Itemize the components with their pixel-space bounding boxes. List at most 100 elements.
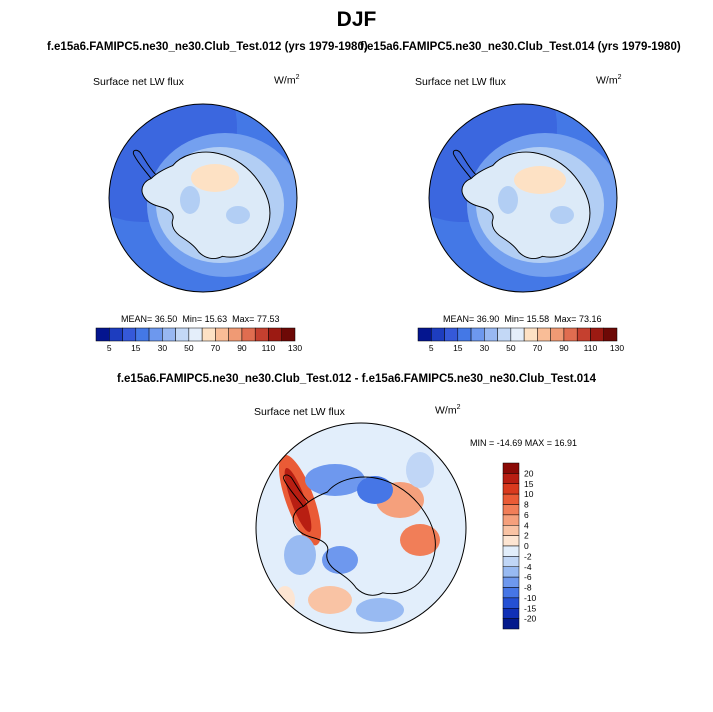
diff-stats: MIN = -14.69 MAX = 16.91 bbox=[470, 438, 578, 448]
panel2-colorbar-box-9 bbox=[537, 327, 551, 342]
diff-colorbar-box-0 bbox=[502, 462, 520, 474]
panel2-colorbar-box-12 bbox=[576, 327, 591, 342]
diff-colorbar-box-5 bbox=[502, 514, 520, 526]
panel2-units: W/m2 bbox=[596, 74, 622, 87]
diff-map bbox=[256, 423, 466, 633]
panel2-colorbar-tick-label-7: 130 bbox=[610, 343, 624, 353]
panel1-colorbar-box-5 bbox=[162, 327, 176, 342]
panel2-colorbar-tick-label-2: 30 bbox=[480, 343, 490, 353]
panel3-units: W/m2 bbox=[435, 404, 461, 417]
panel2-colorbar-box-11 bbox=[563, 327, 578, 342]
case2-title: f.e15a6.FAMIPC5.ne30_ne30.Club_Test.014 … bbox=[360, 41, 681, 53]
panel2-colorbar-tick-label-5: 90 bbox=[559, 343, 569, 353]
panel2-variable-label: Surface net LW flux bbox=[415, 76, 506, 88]
diff-colorbar-tick-label-13: -15 bbox=[524, 603, 537, 613]
panel2-colorbar-box-5 bbox=[484, 327, 498, 342]
panel1-colorbar-tick-label-3: 50 bbox=[184, 343, 194, 353]
panel1-colorbar-box-1 bbox=[109, 327, 123, 342]
panel2-colorbar-tick-label-3: 50 bbox=[506, 343, 516, 353]
panel1-colorbar-box-3 bbox=[135, 327, 150, 342]
diff-colorbar-tick-label-4: 6 bbox=[524, 510, 529, 520]
panel2-colorbar-box-6 bbox=[497, 327, 512, 342]
diff-colorbar-box-15 bbox=[502, 618, 520, 630]
panel1-colorbar-tick-label-6: 110 bbox=[262, 343, 276, 353]
panel2-colorbar-box-4 bbox=[470, 327, 485, 342]
panel2-colorbar-tick-label-6: 110 bbox=[584, 343, 598, 353]
diff-colorbar-box-4 bbox=[502, 504, 520, 516]
panel1-map bbox=[109, 104, 297, 292]
diff-colorbar-box-7 bbox=[502, 535, 520, 547]
panel1-colorbar-tick-label-2: 30 bbox=[158, 343, 168, 353]
panel2-colorbar-tick-label-4: 70 bbox=[533, 343, 543, 353]
panel1-colorbar: 5 15 30 50 70 90 110 130 bbox=[95, 327, 302, 353]
panel1-colorbar-box-0 bbox=[95, 327, 110, 342]
panel1-colorbar-tick-label-5: 90 bbox=[237, 343, 247, 353]
panel2-colorbar-tick-label-1: 15 bbox=[453, 343, 463, 353]
panel1-colorbar-tick-label-4: 70 bbox=[211, 343, 221, 353]
panel2-map bbox=[429, 104, 617, 292]
diff-colorbar-tick-label-7: 0 bbox=[524, 541, 529, 551]
diff-map-border bbox=[255, 422, 467, 634]
diff-colorbar-box-10 bbox=[502, 566, 520, 578]
panel2-colorbar-box-14 bbox=[603, 327, 618, 342]
diff-colorbar-tick-label-11: -8 bbox=[524, 583, 532, 593]
diff-title: f.e15a6.FAMIPC5.ne30_ne30.Club_Test.012 … bbox=[117, 373, 596, 385]
panel1-map-border bbox=[108, 103, 298, 293]
panel2-colorbar-box-2 bbox=[444, 327, 459, 342]
diff-colorbar-box-8 bbox=[502, 545, 520, 557]
diff-colorbar-box-13 bbox=[502, 597, 520, 609]
panel2-colorbar-box-0 bbox=[417, 327, 432, 342]
diff-colorbar-tick-label-5: 4 bbox=[524, 520, 529, 530]
diff-colorbar-box-3 bbox=[502, 493, 520, 505]
panel1-colorbar-box-8 bbox=[201, 327, 216, 342]
diff-colorbar-tick-label-2: 10 bbox=[524, 489, 534, 499]
diff-colorbar-tick-label-1: 15 bbox=[524, 479, 534, 489]
panel1-stats: MEAN= 36.50 Min= 15.63 Max= 77.53 bbox=[121, 314, 280, 324]
panel1-colorbar-tick-label-1: 15 bbox=[131, 343, 141, 353]
panel1-colorbar-box-13 bbox=[268, 327, 282, 342]
case1-title: f.e15a6.FAMIPC5.ne30_ne30.Club_Test.012 … bbox=[47, 41, 368, 53]
diff-colorbar-tick-label-10: -6 bbox=[524, 572, 532, 582]
panel1-colorbar-tick-label-0: 5 bbox=[107, 343, 112, 353]
panel2-colorbar-box-3 bbox=[457, 327, 472, 342]
panel2-colorbar-box-7 bbox=[510, 327, 525, 342]
panel1-colorbar-box-9 bbox=[215, 327, 229, 342]
diff-colorbar-tick-label-9: -4 bbox=[524, 562, 532, 572]
diff-colorbar-tick-label-6: 2 bbox=[524, 531, 529, 541]
diff-colorbar-box-11 bbox=[502, 576, 520, 588]
panel1-colorbar-box-10 bbox=[228, 327, 243, 342]
panel2-colorbar-tick-label-0: 5 bbox=[429, 343, 434, 353]
diff-colorbar-tick-label-14: -20 bbox=[524, 614, 537, 624]
diff-colorbar-tick-label-12: -10 bbox=[524, 593, 537, 603]
diff-colorbar-box-9 bbox=[502, 556, 520, 567]
panel1-colorbar-box-11 bbox=[241, 327, 256, 342]
panel2-colorbar-box-10 bbox=[550, 327, 565, 342]
panel1-colorbar-box-7 bbox=[188, 327, 203, 342]
panel1-colorbar-box-4 bbox=[148, 327, 163, 342]
panel2-map-border bbox=[428, 103, 618, 293]
panel1-colorbar-box-12 bbox=[254, 327, 269, 342]
panel1-colorbar-tick-label-7: 130 bbox=[288, 343, 302, 353]
panel1-colorbar-box-6 bbox=[175, 327, 190, 342]
panel1-variable-label: Surface net LW flux bbox=[93, 76, 184, 88]
panel1-units: W/m2 bbox=[274, 74, 300, 87]
diff-colorbar-box-14 bbox=[502, 608, 520, 619]
panel1-colorbar-box-2 bbox=[122, 327, 137, 342]
diff-colorbar-box-1 bbox=[502, 473, 520, 484]
panel3-variable-label: Surface net LW flux bbox=[254, 406, 345, 418]
diff-colorbar-box-2 bbox=[502, 483, 520, 495]
panel1-colorbar-box-14 bbox=[281, 327, 296, 342]
panel2-colorbar-box-13 bbox=[590, 327, 604, 342]
panel2-stats: MEAN= 36.90 Min= 15.58 Max= 73.16 bbox=[443, 314, 602, 324]
diff-colorbar-tick-label-8: -2 bbox=[524, 551, 532, 561]
diff-colorbar-tick-label-3: 8 bbox=[524, 500, 529, 510]
diff-colorbar-tick-label-0: 20 bbox=[524, 468, 534, 478]
panel2-colorbar-box-8 bbox=[523, 327, 538, 342]
diff-colorbar-box-12 bbox=[502, 587, 520, 599]
page-title: DJF bbox=[336, 8, 377, 31]
diff-colorbar-box-6 bbox=[502, 525, 520, 536]
panel2-colorbar-box-1 bbox=[431, 327, 445, 342]
panel2-colorbar: 5 15 30 50 70 90 110 130 bbox=[417, 327, 624, 353]
